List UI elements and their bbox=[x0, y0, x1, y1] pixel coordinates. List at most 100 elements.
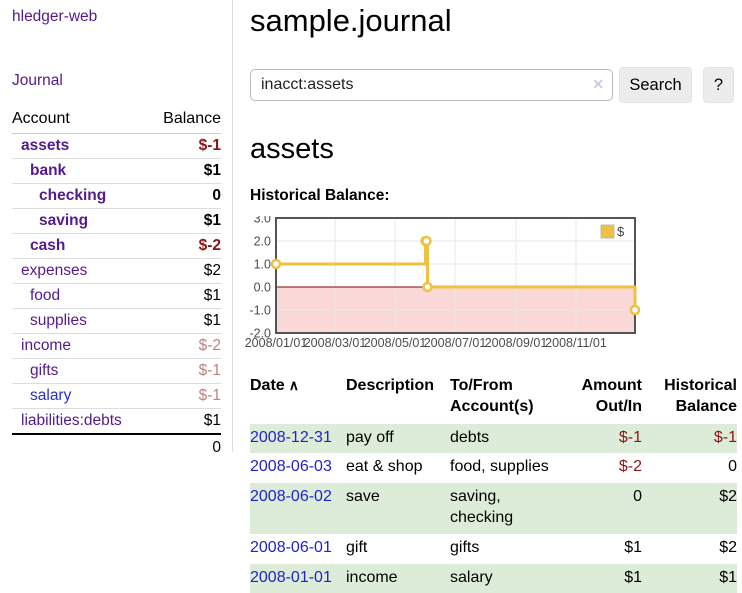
account-link-checking[interactable]: checking bbox=[39, 187, 107, 204]
accounts-header-account: Account bbox=[12, 107, 149, 134]
svg-text:1.0: 1.0 bbox=[254, 258, 271, 272]
transaction-description: gift bbox=[346, 538, 368, 556]
transaction-description: save bbox=[346, 488, 380, 506]
transaction-amount: $1 bbox=[624, 568, 642, 586]
account-row: supplies $1 bbox=[12, 308, 221, 334]
account-balance: $1 bbox=[203, 412, 221, 429]
search-form: ✕ Search ? bbox=[250, 67, 742, 103]
balance-chart: $3.0 2.0 1.0 0.0 -1.0 -2.02008/01/012008/03/0… bbox=[245, 216, 640, 350]
svg-text:2.0: 2.0 bbox=[254, 235, 271, 249]
transaction-balance: $1 bbox=[719, 568, 737, 586]
transaction-accounts: salary bbox=[450, 568, 493, 586]
accounts-total-row: 0 bbox=[12, 433, 221, 461]
transaction-row: 2008-12-31 pay off debts $-1 $-1 bbox=[250, 423, 737, 454]
app-brand-link[interactable]: hledger-web bbox=[12, 8, 98, 25]
transaction-date-link[interactable]: 2008-06-02 bbox=[250, 488, 332, 506]
account-link-food[interactable]: food bbox=[30, 287, 61, 304]
account-row: salary $-1 bbox=[12, 383, 221, 409]
register-header-row: Date ∧ Description To/From Account(s) Amo… bbox=[250, 374, 737, 424]
app-brand: hledger-web bbox=[12, 8, 221, 26]
account-balance: $1 bbox=[148, 283, 221, 309]
accounts-header-balance: Balance bbox=[148, 107, 221, 134]
search-button[interactable]: Search bbox=[619, 67, 692, 103]
svg-text:2008/03/01: 2008/03/01 bbox=[304, 336, 367, 350]
transaction-amount: $1 bbox=[624, 538, 642, 556]
transaction-date-link[interactable]: 2008-06-01 bbox=[250, 538, 332, 556]
transaction-amount: $-1 bbox=[618, 428, 642, 446]
transaction-balance: $2 bbox=[719, 538, 737, 556]
account-row: gifts $-1 bbox=[12, 358, 221, 384]
account-row: saving $1 bbox=[12, 208, 221, 234]
account-link-salary[interactable]: salary bbox=[30, 387, 72, 404]
transaction-amount: 0 bbox=[633, 488, 642, 506]
transaction-description: eat & shop bbox=[346, 458, 423, 476]
accounts-total: 0 bbox=[148, 433, 221, 461]
account-row: checking 0 bbox=[12, 183, 221, 209]
svg-text:2008/07/01: 2008/07/01 bbox=[424, 336, 487, 350]
transaction-description: income bbox=[346, 568, 398, 586]
account-link-gifts[interactable]: gifts bbox=[30, 362, 59, 379]
page-title: sample.journal bbox=[250, 3, 452, 38]
account-link-bank[interactable]: bank bbox=[30, 162, 67, 179]
accounts-header-row: Account Balance bbox=[12, 107, 221, 134]
account-link-expenses[interactable]: expenses bbox=[21, 262, 88, 279]
svg-text:$: $ bbox=[617, 224, 625, 239]
sort-ascending-icon: ∧ bbox=[288, 377, 299, 393]
account-row: liabilities:debts $1 bbox=[12, 409, 221, 435]
account-link-assets[interactable]: assets bbox=[21, 137, 70, 154]
account-link-income[interactable]: income bbox=[21, 337, 71, 354]
nav-journal-link[interactable]: Journal bbox=[12, 72, 63, 89]
transaction-date-link[interactable]: 2008-01-01 bbox=[250, 568, 332, 586]
svg-text:-1.0: -1.0 bbox=[249, 304, 271, 318]
transaction-row: 2008-01-01 income salary $1 $1 bbox=[250, 563, 737, 593]
account-row: cash $-2 bbox=[12, 233, 221, 259]
account-link-saving[interactable]: saving bbox=[39, 212, 89, 229]
transaction-amount: $-2 bbox=[618, 458, 642, 476]
search-input[interactable] bbox=[250, 69, 613, 101]
transaction-balance: $-1 bbox=[713, 428, 737, 446]
account-row: expenses $2 bbox=[12, 258, 221, 284]
svg-text:2008/11/01: 2008/11/01 bbox=[545, 336, 607, 350]
account-link-cash[interactable]: cash bbox=[30, 237, 66, 254]
account-row: assets $-1 bbox=[12, 133, 221, 159]
account-link-supplies[interactable]: supplies bbox=[30, 312, 87, 329]
svg-text:0.0: 0.0 bbox=[254, 281, 271, 295]
account-balance: $-1 bbox=[148, 133, 221, 159]
account-balance: 0 bbox=[148, 183, 221, 209]
transaction-accounts: food, supplies bbox=[450, 458, 549, 476]
account-balance: $2 bbox=[148, 258, 221, 284]
main-content: sample.journal ✕ Search ? assets Histori… bbox=[240, 0, 742, 593]
svg-text:-2.0: -2.0 bbox=[249, 327, 271, 341]
accounts-table: Account Balance assets $-1 bank $1 check… bbox=[12, 107, 221, 461]
account-balance: $1 bbox=[148, 308, 221, 334]
register-header-date[interactable]: Date ∧ bbox=[250, 374, 346, 424]
account-balance: $-2 bbox=[148, 233, 221, 259]
transaction-row: 2008-06-02 save saving, checking 0 $2 bbox=[250, 483, 737, 534]
svg-text:2008/09/01: 2008/09/01 bbox=[485, 336, 548, 350]
help-button[interactable]: ? bbox=[703, 67, 734, 103]
account-row: food $1 bbox=[12, 283, 221, 309]
account-balance: $1 bbox=[148, 208, 221, 234]
register-header-balance: Historical Balance bbox=[664, 377, 737, 415]
account-balance: $-1 bbox=[148, 358, 221, 384]
sidebar: hledger-web Journal Account Balance asse… bbox=[0, 0, 233, 461]
account-link-liabilities-debts[interactable]: liabilities:debts bbox=[21, 412, 122, 429]
transaction-row: 2008-06-01 gift gifts $1 $2 bbox=[250, 534, 737, 564]
account-row: bank $1 bbox=[12, 158, 221, 184]
transaction-accounts: saving, checking bbox=[450, 488, 514, 526]
transaction-accounts: debts bbox=[450, 428, 490, 446]
clear-search-icon[interactable]: ✕ bbox=[592, 76, 604, 92]
register-header-description: Description bbox=[346, 377, 435, 394]
account-balance: $-2 bbox=[148, 333, 221, 359]
register-table: Date ∧ Description To/From Account(s) Amo… bbox=[250, 374, 737, 593]
account-balance: $1 bbox=[148, 158, 221, 184]
svg-text:2008/01/01: 2008/01/01 bbox=[245, 336, 308, 350]
transaction-date-link[interactable]: 2008-12-31 bbox=[250, 428, 332, 446]
svg-text:3.0: 3.0 bbox=[254, 216, 271, 226]
transaction-balance: $2 bbox=[719, 488, 737, 506]
transaction-row: 2008-06-03 eat & shop food, supplies $-2… bbox=[250, 453, 737, 483]
transaction-description: pay off bbox=[346, 428, 394, 446]
transaction-accounts: gifts bbox=[450, 538, 480, 556]
transaction-date-link[interactable]: 2008-06-03 bbox=[250, 458, 332, 476]
register-header-amount: Amount Out/In bbox=[581, 377, 642, 415]
